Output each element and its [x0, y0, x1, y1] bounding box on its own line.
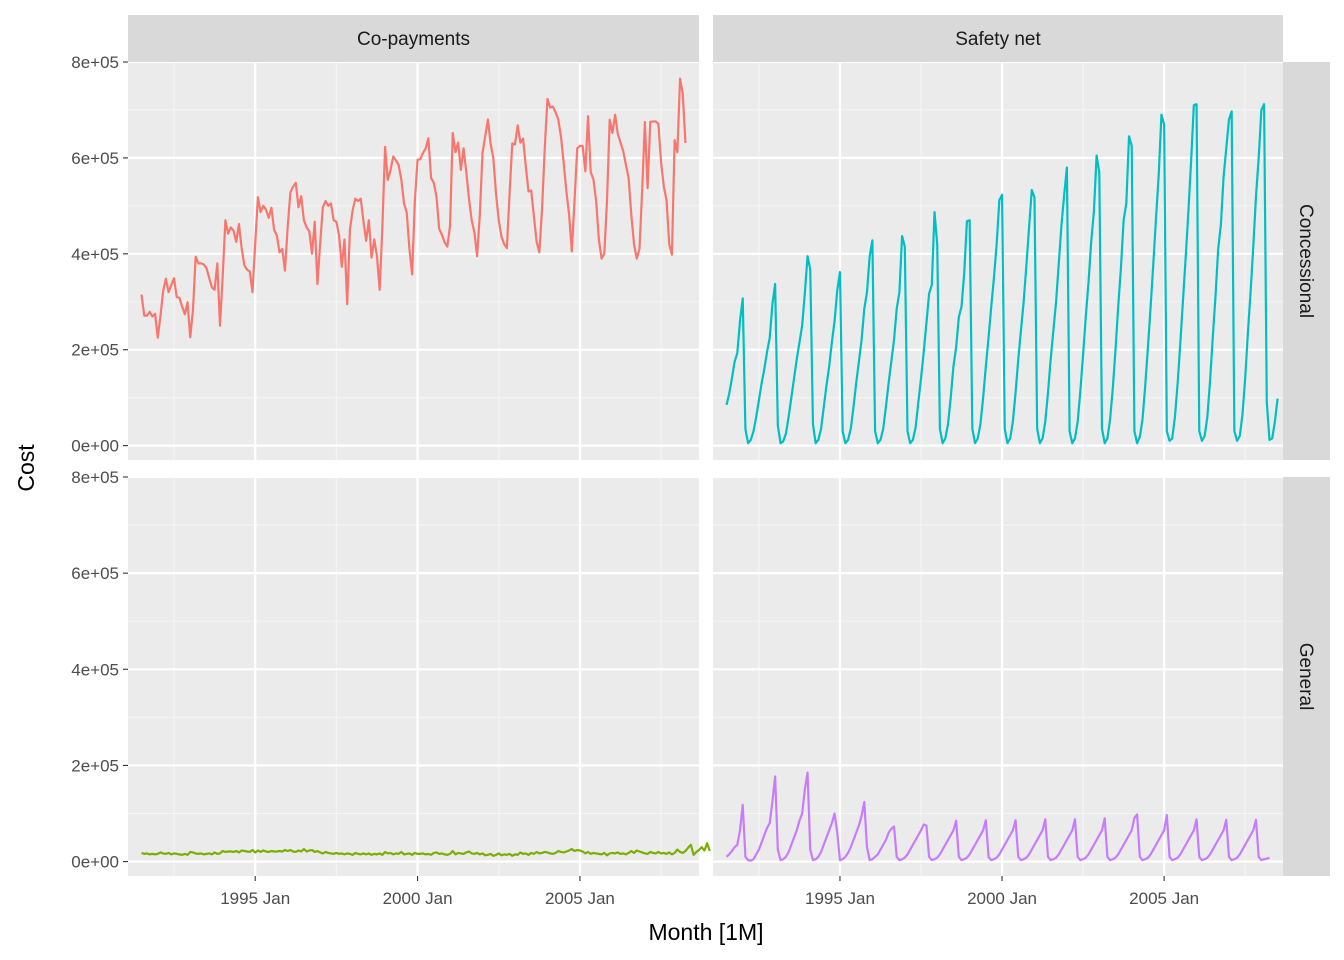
- y-tick-label: 6e+05: [71, 149, 119, 168]
- x-tick-label: 1995 Jan: [805, 889, 875, 908]
- strip-background: [128, 15, 699, 62]
- x-tick-label: 1995 Jan: [220, 889, 290, 908]
- strip-label-safety-net: Safety net: [955, 29, 1041, 50]
- x-axis-title: Month [1M]: [648, 919, 763, 945]
- y-tick-label: 4e+05: [71, 245, 119, 264]
- x-tick-label: 2005 Jan: [1129, 889, 1199, 908]
- x-tick-label: 2000 Jan: [383, 889, 453, 908]
- x-tick-label: 2000 Jan: [967, 889, 1037, 908]
- x-tick-label: 2005 Jan: [545, 889, 615, 908]
- y-tick-label: 8e+05: [71, 468, 119, 487]
- strip-label-co-payments: Co-payments: [357, 29, 470, 50]
- y-tick-label: 4e+05: [71, 660, 119, 679]
- y-tick-label: 6e+05: [71, 564, 119, 583]
- series-line-concessional-co-payments: [140, 77, 687, 339]
- y-tick-label: 0e+00: [71, 437, 119, 456]
- y-tick-label: 0e+00: [71, 853, 119, 872]
- strip-label-general: General: [1295, 643, 1316, 711]
- strip-label-concessional: Concessional: [1295, 204, 1316, 318]
- panel-background: [713, 477, 1283, 876]
- y-tick-label: 2e+05: [71, 341, 119, 360]
- strip-background: [713, 15, 1283, 62]
- y-tick-label: 2e+05: [71, 756, 119, 775]
- grid-layer: [128, 60, 1283, 876]
- strip-background: [1283, 477, 1330, 876]
- axis-layer: 0e+00 2e+05 4e+05 6e+05 8e+05 0e+00 2e+05 4e+05…: [71, 53, 1199, 908]
- series-line-concessional-safety-net: [725, 103, 1279, 445]
- series-line-general-safety-net: [725, 771, 1270, 862]
- y-tick-label: 8e+05: [71, 53, 119, 72]
- panel-background: [128, 477, 699, 876]
- y-axis-title: Cost: [13, 444, 39, 492]
- series-layer: [140, 77, 1279, 862]
- strip-background: [1283, 62, 1330, 460]
- series-line-general-co-payments: [141, 842, 711, 857]
